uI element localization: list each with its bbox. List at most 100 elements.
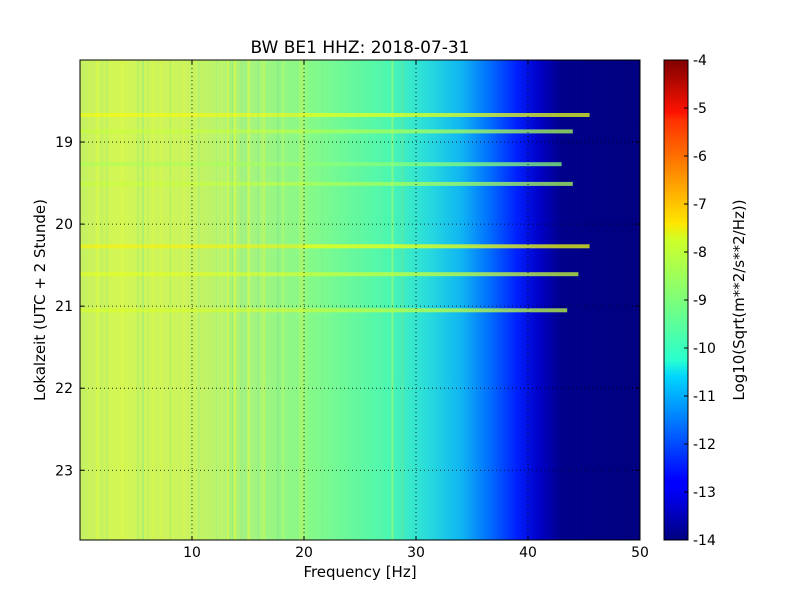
horizontal-band — [304, 129, 573, 134]
texture-stripe — [122, 60, 124, 540]
colorbar-tick-label: -8 — [693, 245, 707, 261]
y-tick-label: 22 — [55, 381, 73, 397]
texture-stripe — [191, 60, 192, 540]
texture-stripe — [168, 60, 170, 540]
y-tick-label: 23 — [55, 463, 73, 479]
texture-stripe — [231, 60, 234, 540]
texture-stripe — [198, 60, 200, 540]
texture-stripe — [234, 60, 237, 540]
horizontal-band — [304, 162, 562, 167]
texture-stripe — [96, 60, 98, 540]
texture-stripe — [244, 60, 247, 540]
texture-stripe — [263, 60, 265, 540]
horizontal-band — [304, 113, 590, 117]
horizontal-band-low — [80, 244, 304, 249]
texture-stripe — [169, 60, 172, 540]
horizontal-band-low — [80, 308, 304, 313]
x-axis-label: Frequency [Hz] — [303, 563, 416, 581]
texture-stripe — [301, 60, 305, 540]
colorbar-tick-label: -5 — [693, 101, 707, 117]
texture-stripe — [152, 60, 154, 540]
texture-stripe — [320, 60, 323, 540]
texture-stripe — [260, 60, 263, 540]
texture-stripe — [391, 60, 394, 540]
x-tick-label: 10 — [183, 545, 201, 561]
x-tick-label: 50 — [631, 545, 649, 561]
horizontal-band-low — [80, 113, 304, 117]
texture-stripe — [300, 60, 302, 540]
texture-stripe — [278, 60, 280, 540]
colorbar-tick-label: -4 — [693, 53, 707, 69]
y-tick-label: 21 — [55, 299, 73, 315]
texture-stripe — [302, 60, 304, 540]
texture-stripe — [247, 60, 250, 540]
texture-stripe — [120, 60, 122, 540]
horizontal-band — [304, 272, 579, 277]
colorbar-ticks: -4 -5 -6 -7 -8 -9 -10 -11 -12 -13 -14 — [684, 53, 716, 549]
texture-stripe — [101, 60, 103, 540]
texture-stripe — [227, 60, 230, 540]
texture-stripe — [400, 60, 403, 540]
colorbar-tick-label: -12 — [693, 437, 716, 453]
colorbar-tick-label: -7 — [693, 197, 707, 213]
texture-stripe — [227, 60, 229, 540]
texture-stripe — [125, 60, 127, 540]
texture-stripe — [105, 60, 109, 540]
texture-stripe — [301, 60, 303, 540]
x-tick-label: 30 — [407, 545, 425, 561]
texture-stripe — [345, 60, 347, 540]
texture-stripe — [263, 60, 266, 540]
x-axis: 10 20 30 40 50 — [183, 60, 649, 561]
texture-stripe — [88, 60, 90, 540]
horizontal-band — [304, 181, 573, 186]
colorbar-tick-label: -13 — [693, 485, 716, 501]
y-axis: 19 20 21 22 23 — [55, 135, 640, 479]
chart-title: BW BE1 HHZ: 2018-07-31 — [250, 38, 469, 58]
texture-stripe — [139, 60, 140, 540]
texture-stripe — [380, 60, 382, 540]
horizontal-band — [304, 244, 590, 249]
horizontal-band-low — [80, 129, 304, 134]
y-axis-label: Lokalzeit (UTC + 2 Stunde) — [31, 199, 49, 401]
texture-stripe — [282, 60, 284, 540]
texture-stripe — [359, 60, 360, 540]
texture-stripe — [402, 60, 404, 540]
texture-stripe — [266, 60, 267, 540]
texture-stripe — [248, 60, 251, 540]
texture-stripe — [136, 60, 138, 540]
texture-stripe — [227, 60, 229, 540]
colorbar-tick-label: -11 — [693, 389, 716, 405]
texture-stripe — [147, 60, 149, 540]
colorbar: -4 -5 -6 -7 -8 -9 -10 -11 -12 -13 -14 Log10(Sqrt(m… — [663, 53, 748, 549]
texture-stripe — [299, 60, 301, 540]
texture-stripe — [233, 60, 236, 540]
texture-stripe — [137, 60, 140, 540]
texture-stripe — [276, 60, 279, 540]
texture-stripe — [182, 60, 185, 540]
grid-lines — [80, 60, 640, 540]
heatmap-area — [80, 60, 640, 540]
y-tick-label: 19 — [55, 135, 73, 151]
colorbar-tick-label: -10 — [693, 341, 716, 357]
x-tick-label: 20 — [295, 545, 313, 561]
colorbar-tick-label: -14 — [693, 533, 716, 549]
x-tick-label: 40 — [519, 545, 537, 561]
texture-stripe — [170, 60, 173, 540]
horizontal-band-low — [80, 181, 304, 186]
texture-stripe — [305, 60, 307, 540]
colorbar-tick-label: -9 — [693, 293, 707, 309]
texture-stripe — [142, 60, 144, 540]
colorbar-label: Log10(Sqrt(m**2/s**2/Hz)) — [730, 199, 748, 400]
horizontal-band-low — [80, 272, 304, 277]
texture-stripe — [216, 60, 217, 540]
texture-stripe — [160, 60, 163, 540]
texture-stripe — [289, 60, 291, 540]
texture-stripe — [97, 60, 99, 540]
texture-stripe — [233, 60, 235, 540]
texture-stripe — [242, 60, 244, 540]
texture-stripe — [141, 60, 144, 540]
texture-stripe — [228, 60, 231, 540]
texture-stripe — [257, 60, 259, 540]
plot-frame — [79, 59, 641, 541]
